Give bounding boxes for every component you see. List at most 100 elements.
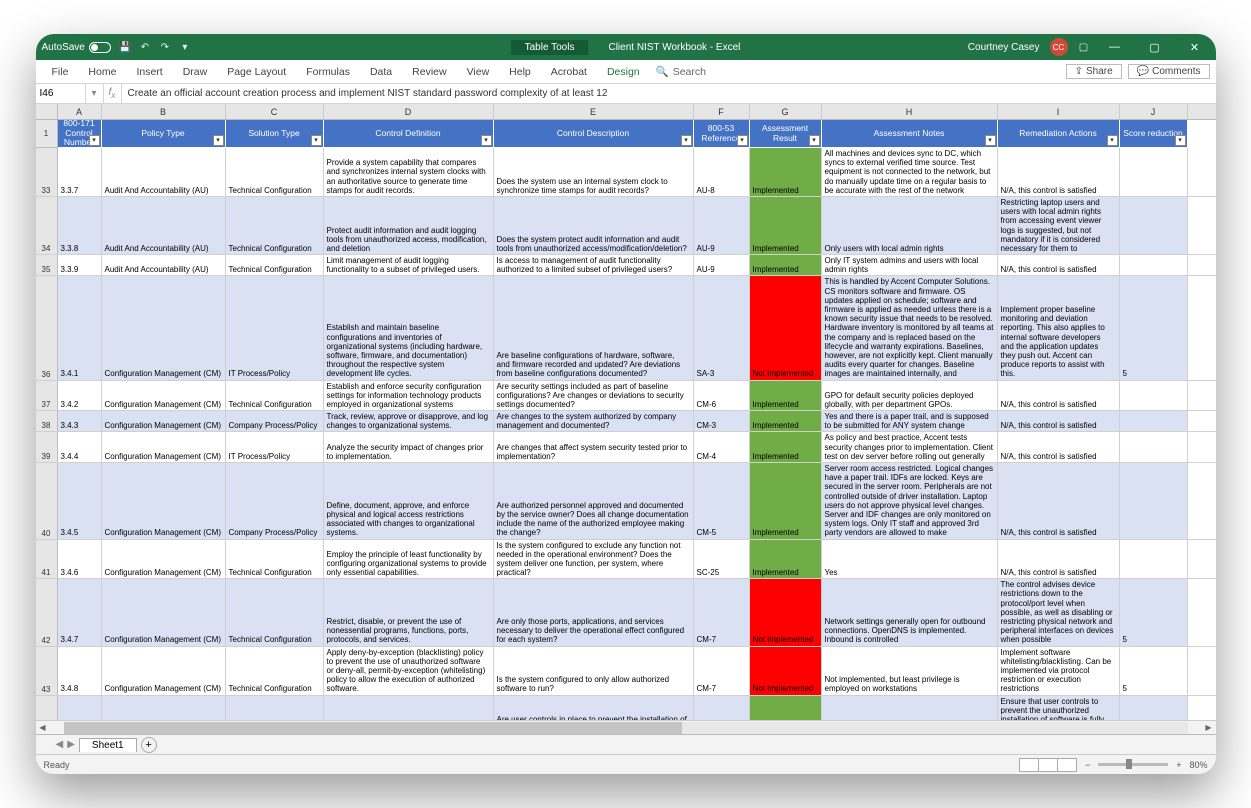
- ribbon-options-icon[interactable]: ▢: [1078, 41, 1090, 53]
- cell[interactable]: Protect audit information and audit logg…: [324, 197, 494, 254]
- cell[interactable]: 5: [1120, 579, 1188, 645]
- cell[interactable]: [1120, 148, 1188, 196]
- table-header[interactable]: Solution Type▾: [226, 120, 324, 148]
- cell[interactable]: Configuration Management (CM): [102, 381, 226, 411]
- cell[interactable]: 3.4.8: [58, 647, 102, 695]
- cell[interactable]: N/A, this control is satisfied: [998, 463, 1120, 539]
- cell[interactable]: Implemented: [750, 540, 822, 579]
- zoom-slider[interactable]: [1098, 763, 1168, 766]
- cell[interactable]: Are only those ports, applications, and …: [494, 579, 694, 645]
- normal-view-icon[interactable]: [1019, 758, 1039, 772]
- cell[interactable]: Implemented: [750, 696, 822, 721]
- cell[interactable]: Are changes that affect system security …: [494, 432, 694, 462]
- table-header[interactable]: Policy Type▾: [102, 120, 226, 148]
- cell[interactable]: Configuration Management (CM): [102, 411, 226, 431]
- cell[interactable]: Technical Configuration: [226, 540, 324, 579]
- row-header[interactable]: 1: [36, 120, 58, 148]
- cell[interactable]: Are changes to the system authorized by …: [494, 411, 694, 431]
- filter-icon[interactable]: ▾: [89, 135, 100, 146]
- cell[interactable]: Technical Configuration: [226, 197, 324, 254]
- filter-icon[interactable]: ▾: [213, 135, 224, 146]
- cell[interactable]: CM-3: [694, 411, 750, 431]
- cell[interactable]: SA-3: [694, 276, 750, 379]
- name-box[interactable]: I46: [36, 84, 86, 103]
- cell[interactable]: Implemented: [750, 197, 822, 254]
- cell[interactable]: Technology Solution: [226, 696, 324, 721]
- cell[interactable]: Provide a system capability that compare…: [324, 148, 494, 196]
- cell[interactable]: 3.4.9: [58, 696, 102, 721]
- cell[interactable]: [1120, 381, 1188, 411]
- cell[interactable]: SI-7: [694, 696, 750, 721]
- row-header[interactable]: 41: [36, 540, 58, 579]
- cell[interactable]: Yes: [822, 540, 998, 579]
- cell[interactable]: N/A, this control is satisfied: [998, 411, 1120, 431]
- row-header[interactable]: 35: [36, 255, 58, 275]
- ribbon-tab-file[interactable]: File: [42, 66, 79, 78]
- cell[interactable]: Establish and enforce security configura…: [324, 381, 494, 411]
- filter-icon[interactable]: ▾: [809, 135, 820, 146]
- cell[interactable]: Configuration Management (CM): [102, 463, 226, 539]
- cell[interactable]: AU-9: [694, 255, 750, 275]
- column-header-B[interactable]: B: [102, 104, 226, 119]
- cell[interactable]: 3.4.2: [58, 381, 102, 411]
- table-header[interactable]: 800-53 Reference▾: [694, 120, 750, 148]
- select-all-corner[interactable]: [36, 104, 58, 119]
- column-header-F[interactable]: F: [694, 104, 750, 119]
- fx-icon[interactable]: fx: [104, 84, 122, 103]
- cell[interactable]: Are user controls in place to prevent th…: [494, 696, 694, 721]
- cell[interactable]: GPO for default security policies deploy…: [822, 381, 998, 411]
- tell-me-search[interactable]: 🔍 Search: [656, 65, 706, 78]
- cell[interactable]: N/A, this control is satisfied: [998, 255, 1120, 275]
- cell[interactable]: [1120, 432, 1188, 462]
- sheet-nav-prev-icon[interactable]: ◀: [56, 739, 64, 750]
- cell[interactable]: 3.4.6: [58, 540, 102, 579]
- filter-icon[interactable]: ▾: [737, 135, 748, 146]
- cell[interactable]: Audit And Accountability (AU): [102, 148, 226, 196]
- cell[interactable]: Establish and maintain baseline configur…: [324, 276, 494, 379]
- maximize-button[interactable]: ▢: [1140, 41, 1170, 54]
- cell[interactable]: Server room access restricted. Logical c…: [822, 463, 998, 539]
- cell[interactable]: 5: [1120, 647, 1188, 695]
- cell[interactable]: CM-7: [694, 647, 750, 695]
- cell[interactable]: Restrict, disable, or prevent the use of…: [324, 579, 494, 645]
- cell[interactable]: Not Implemented: [750, 647, 822, 695]
- cell[interactable]: 3.3.9: [58, 255, 102, 275]
- cell[interactable]: N/A, this control is satisfied: [998, 432, 1120, 462]
- filter-icon[interactable]: ▾: [1175, 135, 1186, 146]
- redo-icon[interactable]: ↷: [159, 41, 171, 53]
- row-header[interactable]: 34: [36, 197, 58, 254]
- cell[interactable]: [1120, 411, 1188, 431]
- cell[interactable]: Control and monitor user-installed softw…: [324, 696, 494, 721]
- cell[interactable]: Does the system protect audit informatio…: [494, 197, 694, 254]
- column-header-E[interactable]: E: [494, 104, 694, 119]
- cell[interactable]: Audit And Accountability (AU): [102, 255, 226, 275]
- close-button[interactable]: ✕: [1180, 41, 1210, 54]
- cell[interactable]: This is handled by Accent Computer Solut…: [822, 276, 998, 379]
- cell[interactable]: Technical Configuration: [226, 647, 324, 695]
- filter-icon[interactable]: ▾: [681, 135, 692, 146]
- cell[interactable]: Technical Configuration: [226, 255, 324, 275]
- row-header[interactable]: 44: [36, 696, 58, 721]
- ribbon-tab-formulas[interactable]: Formulas: [296, 66, 360, 78]
- cell[interactable]: Define, document, approve, and enforce p…: [324, 463, 494, 539]
- cell[interactable]: Yes and there is a paper trail, and is s…: [822, 411, 998, 431]
- sheet-nav-next-icon[interactable]: ▶: [67, 739, 75, 750]
- qat-more-icon[interactable]: ▾: [179, 41, 191, 53]
- cell[interactable]: Company Process/Policy: [226, 411, 324, 431]
- ribbon-tab-insert[interactable]: Insert: [126, 66, 172, 78]
- cell[interactable]: Does the system use an internal system c…: [494, 148, 694, 196]
- cell[interactable]: Not Implemented: [750, 276, 822, 379]
- cell[interactable]: [1120, 255, 1188, 275]
- cell[interactable]: Implemented: [750, 463, 822, 539]
- cell[interactable]: Configuration Management (CM): [102, 647, 226, 695]
- scroll-left-icon[interactable]: ◀: [36, 723, 50, 732]
- cell[interactable]: [1120, 696, 1188, 721]
- cell[interactable]: All machines and devices sync to DC, whi…: [822, 148, 998, 196]
- formula-input[interactable]: Create an official account creation proc…: [122, 88, 1216, 99]
- scroll-thumb[interactable]: [64, 722, 682, 734]
- cell[interactable]: AU-8: [694, 148, 750, 196]
- column-header-J[interactable]: J: [1120, 104, 1188, 119]
- cell[interactable]: Implemented: [750, 432, 822, 462]
- cell[interactable]: 3.3.8: [58, 197, 102, 254]
- save-icon[interactable]: 💾: [119, 41, 131, 53]
